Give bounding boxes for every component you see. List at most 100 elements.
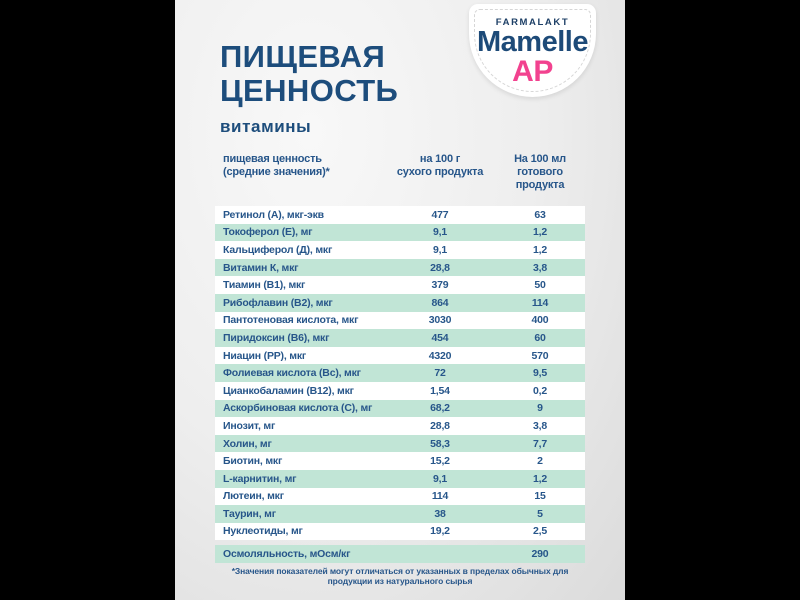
- header-col2-line1: на 100 г: [419, 153, 461, 165]
- nutrition-table: пищевая ценность (средние значения)* на …: [215, 153, 585, 564]
- row-label: Пантотеновая кислота, мкг: [223, 314, 359, 327]
- row-label: Пиридоксин (В6), мкг: [223, 331, 330, 344]
- row-per100ml: 400: [531, 314, 549, 327]
- table-row: Пантотеновая кислота, мкг 3030 400: [215, 311, 585, 330]
- row-per100ml: 1,2: [533, 226, 547, 239]
- table-row: Биотин, мкг 15,2 2: [215, 452, 585, 470]
- header-col-per100g: на 100 г сухого продукта: [385, 153, 495, 192]
- row-label: Нуклеотиды, мг: [223, 525, 303, 538]
- product-name: Mamelle: [477, 26, 588, 58]
- table-row: Нуклеотиды, мг 19,2 2,5: [215, 522, 585, 541]
- row-per100ml: 60: [534, 331, 546, 344]
- product-variant: AP: [512, 55, 553, 88]
- table-row: Холин, мг 58,3 7,7: [215, 434, 585, 453]
- row-per100g: 15,2: [430, 455, 450, 468]
- row-label: Лютеин, мкг: [223, 490, 284, 503]
- title-block: ПИЩЕВАЯ ЦЕННОСТЬ витамины: [220, 40, 398, 137]
- row-label: Холин, мг: [223, 437, 272, 450]
- header-col3-line1: На 100 мл: [514, 153, 566, 165]
- row-label: Ниацин (РР), мкг: [223, 349, 307, 362]
- row-label: Рибофлавин (В2), мкг: [223, 296, 333, 309]
- row-per100ml: 50: [534, 279, 546, 292]
- row-per100g: 38: [434, 507, 446, 520]
- row-per100g: 3030: [428, 314, 452, 327]
- table-row: Пиридоксин (В6), мкг 454 60: [215, 329, 585, 347]
- row-per100g: 379: [431, 279, 449, 292]
- row-per100ml: 290: [531, 548, 549, 561]
- row-label: Кальциферол (Д), мкг: [223, 243, 333, 256]
- row-label: Осмоляльность, мОсм/кг: [223, 548, 351, 561]
- row-label: Тиамин (В1), мкг: [223, 279, 306, 292]
- row-label: Токоферол (Е), мг: [223, 226, 313, 239]
- row-per100ml: 3,8: [533, 261, 547, 274]
- header-col2-line2: сухого продукта: [396, 166, 484, 178]
- header-col3-line2: готового продукта: [515, 166, 565, 191]
- row-per100ml: 9: [537, 402, 543, 415]
- row-per100ml: 570: [531, 349, 549, 362]
- table-row: Рибофлавин (В2), мкг 864 114: [215, 293, 585, 312]
- row-per100ml: 1,2: [533, 243, 547, 256]
- row-label: Таурин, мг: [223, 507, 276, 520]
- row-per100ml: 7,7: [533, 437, 547, 450]
- table-row: Таурин, мг 38 5: [215, 505, 585, 523]
- brand-badge: FARMALAKT Mamelle AP: [469, 4, 596, 97]
- row-per100g: 9,1: [433, 226, 447, 239]
- row-per100ml: 63: [534, 208, 546, 221]
- page-title-line1: ПИЩЕВАЯ: [220, 39, 386, 74]
- table-row: Токоферол (Е), мг 9,1 1,2: [215, 223, 585, 242]
- row-per100g: 477: [431, 208, 449, 221]
- row-label: Биотин, мкг: [223, 455, 283, 468]
- row-label: Ретинол (А), мкг-экв: [223, 208, 324, 221]
- row-per100g: 28,8: [430, 261, 450, 274]
- row-per100g: 72: [434, 367, 446, 380]
- row-per100ml: 114: [531, 296, 549, 309]
- table-row: Лютеин, мкг 114 15: [215, 487, 585, 506]
- row-per100g: 114: [431, 490, 449, 503]
- header-col1-line2: (средние значения)*: [223, 166, 330, 178]
- row-per100ml: 9,5: [533, 367, 547, 380]
- table-row: Инозит, мг 28,8 3,8: [215, 417, 585, 435]
- row-per100g: 9,1: [433, 472, 447, 485]
- table-row: Тиамин (В1), мкг 379 50: [215, 276, 585, 294]
- row-per100g: 58,3: [430, 437, 450, 450]
- row-per100g: 1,54: [430, 384, 450, 397]
- row-label: Цианкобаламин (В12), мкг: [223, 384, 354, 397]
- table-row: Аскорбиновая кислота (С), мг 68,2 9: [215, 399, 585, 418]
- header-col1-line1: пищевая ценность: [223, 153, 322, 165]
- table-header: пищевая ценность (средние значения)* на …: [215, 153, 585, 192]
- row-per100ml: 1,2: [533, 472, 547, 485]
- row-label: Фолиевая кислота (Вс), мкг: [223, 367, 361, 380]
- header-col-nutrient: пищевая ценность (средние значения)*: [215, 153, 385, 192]
- table-row: Ретинол (А), мкг-экв 477 63: [215, 206, 585, 224]
- row-per100g: 4320: [428, 349, 452, 362]
- table-row: Фолиевая кислота (Вс), мкг 72 9,5: [215, 364, 585, 382]
- row-label: Аскорбиновая кислота (С), мг: [223, 402, 373, 415]
- row-label: Инозит, мг: [223, 419, 276, 432]
- label-card: ПИЩЕВАЯ ЦЕННОСТЬ витамины FARMALAKT Mame…: [175, 0, 625, 600]
- row-per100ml: 3,8: [533, 419, 547, 432]
- row-per100ml: 15: [534, 490, 546, 503]
- table-body: Ретинол (А), мкг-экв 477 63 Токоферол (Е), …: [215, 206, 585, 541]
- row-per100ml: 2: [537, 455, 543, 468]
- osmolality-row: Осмоляльность, мОсм/кг 290: [215, 545, 585, 564]
- table-row: Кальциферол (Д), мкг 9,1 1,2: [215, 241, 585, 259]
- row-per100g: 9,1: [433, 243, 447, 256]
- row-per100g: 28,8: [430, 419, 450, 432]
- page-subtitle: витамины: [220, 117, 312, 136]
- table-row: Ниацин (РР), мкг 4320 570: [215, 346, 585, 365]
- footnote: *Значения показателей могут отличаться о…: [231, 566, 569, 586]
- page-title-line2: ЦЕННОСТЬ: [220, 73, 399, 108]
- row-per100g: 19,2: [430, 525, 450, 538]
- table-row: Цианкобаламин (В12), мкг 1,54 0,2: [215, 381, 585, 400]
- row-per100ml: 5: [537, 507, 543, 520]
- row-per100g: 864: [431, 296, 449, 309]
- row-label: Витамин К, мкг: [223, 261, 299, 274]
- table-row: Витамин К, мкг 28,8 3,8: [215, 258, 585, 277]
- row-per100ml: 2,5: [533, 525, 547, 538]
- table-row: L-карнитин, мг 9,1 1,2: [215, 469, 585, 488]
- row-label: L-карнитин, мг: [223, 472, 297, 485]
- row-per100g: 68,2: [430, 402, 450, 415]
- header-col-per100ml: На 100 мл готового продукта: [495, 153, 585, 192]
- row-per100ml: 0,2: [533, 384, 547, 397]
